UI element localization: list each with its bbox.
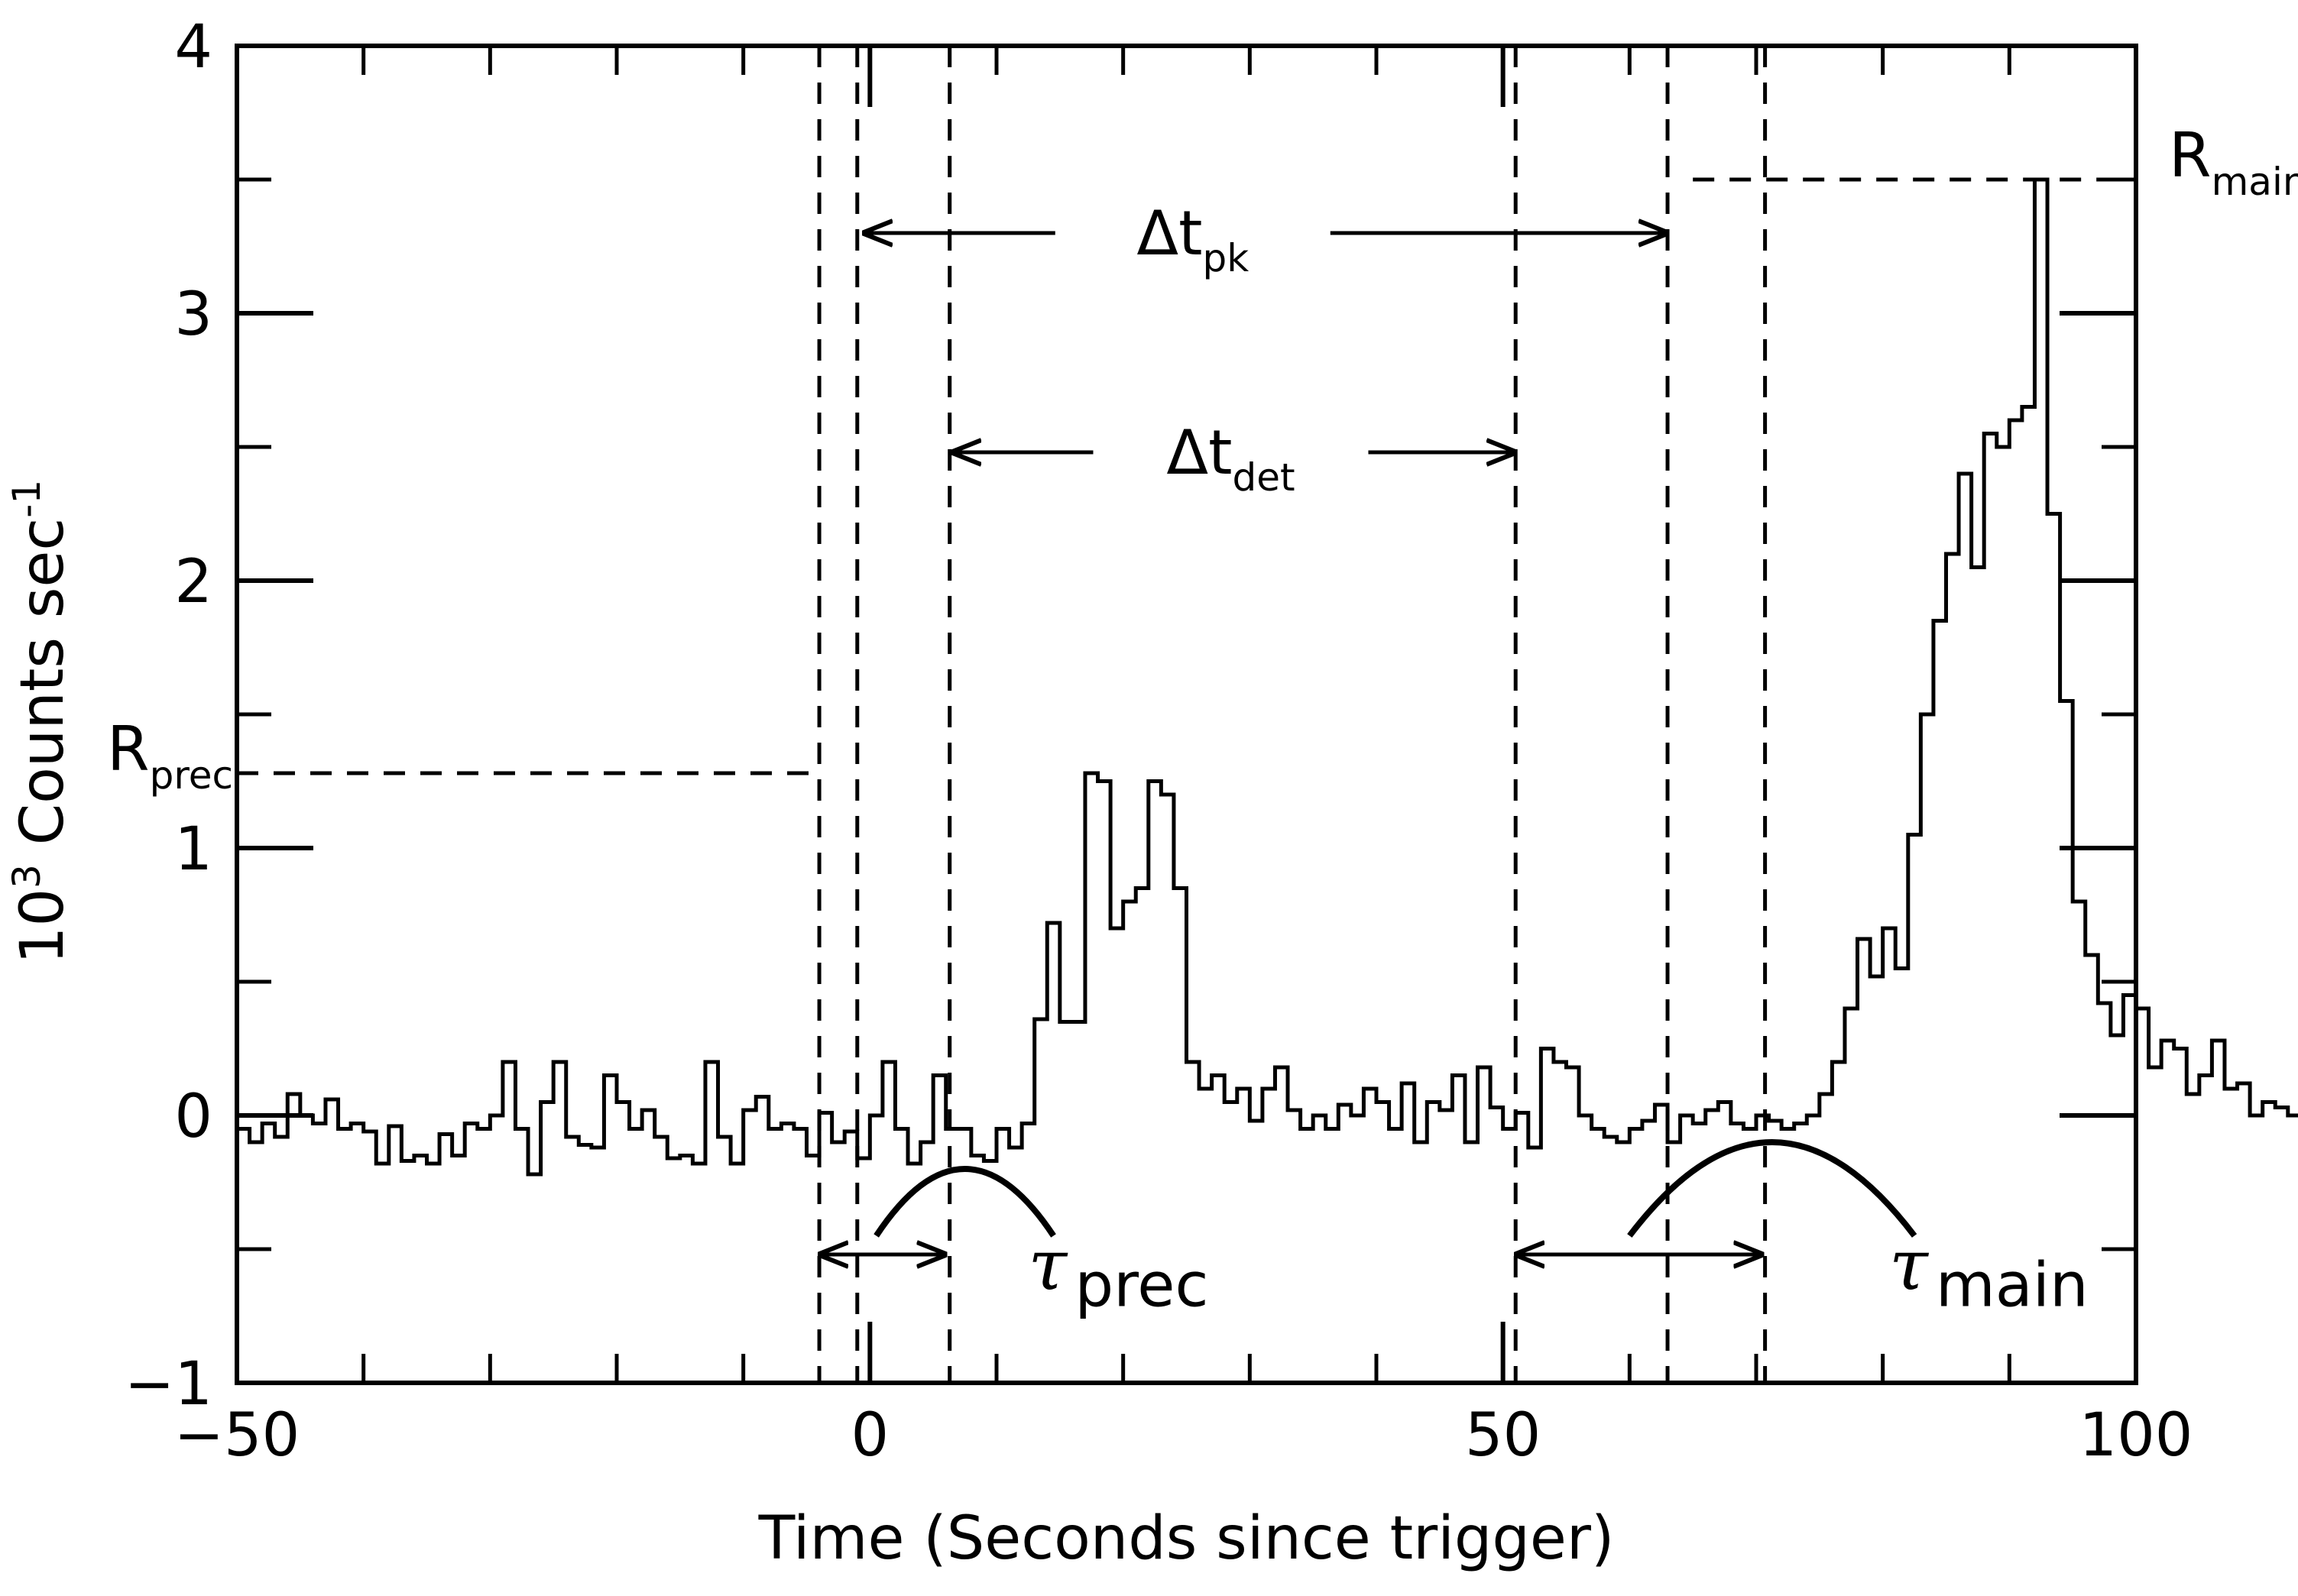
interval-label-subscript: pk [1202, 236, 1249, 280]
y-tick-label: 3 [174, 280, 212, 349]
y-axis-label: 103 Counts sec-1 [5, 480, 77, 964]
x-tick-label: 50 [1465, 1401, 1541, 1470]
x-tick-label: 100 [2079, 1401, 2193, 1470]
timescale-arc [1627, 1139, 1917, 1238]
interval-label-main: Δt [1166, 417, 1232, 488]
timescale-label-main: τ main [1889, 1225, 2089, 1321]
level-label-subscript: main [2212, 160, 2298, 204]
timescale-label-prec: τ prec [1028, 1225, 1208, 1321]
level-label-main: R [107, 714, 150, 785]
timescale-label-main: τ [1028, 1225, 1068, 1306]
y-axis-label-exponent: 3 [5, 864, 49, 889]
plot-frame [235, 44, 2138, 1385]
x-tick-label: 0 [851, 1401, 890, 1470]
timescale-label-main: τ [1889, 1225, 1930, 1306]
x-tick-label: −50 [174, 1401, 300, 1470]
y-tick-label: 1 [174, 815, 212, 884]
timescale-label-subscript: prec [1074, 1250, 1208, 1321]
timescale-label-subscript: main [1936, 1250, 2089, 1321]
level-label-subscript: prec [150, 753, 233, 798]
level-label-main: R [2169, 120, 2212, 191]
interval-label-main: Δt [1136, 198, 1202, 269]
y-axis-label-unit-exponent: -1 [5, 480, 49, 518]
level-label-prec: Rprec [107, 714, 233, 798]
x-axis-label: Time (Seconds since trigger) [758, 1504, 1615, 1573]
y-tick-label: 4 [174, 13, 212, 82]
y-tick-label: 2 [174, 548, 212, 617]
y-tick-label: −1 [125, 1350, 212, 1419]
timescale-arc [873, 1166, 1056, 1238]
y-axis-label-base: 10 [8, 889, 77, 964]
series-layer [237, 177, 2298, 1177]
interval-label-det: Δtdet [1166, 417, 1295, 500]
y-tick-label: 0 [174, 1083, 212, 1151]
tick-labels: −50 0 50 100 −1 0 1 2 3 4 [125, 13, 2193, 1470]
level-label-main: Rmain [2169, 120, 2298, 204]
count-rate-histogram [237, 177, 2298, 1177]
interval-label-subscript: det [1232, 455, 1295, 500]
y-axis-label-text: Counts sec [8, 518, 77, 864]
interval-label-pk: Δtpk [1136, 198, 1249, 280]
